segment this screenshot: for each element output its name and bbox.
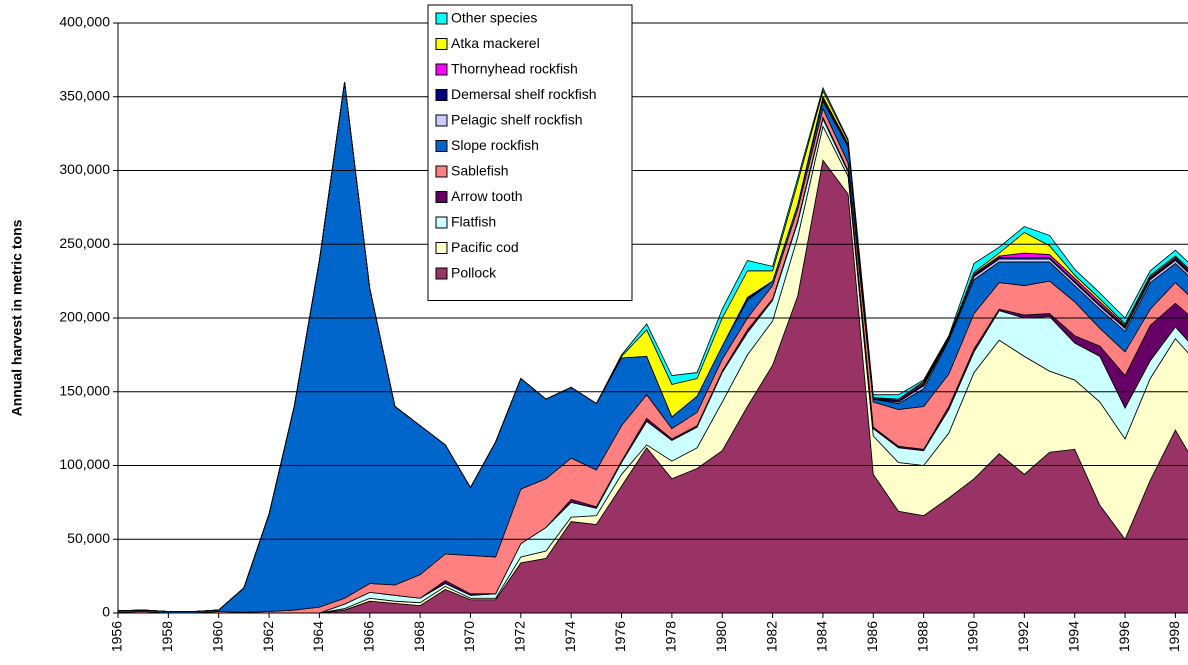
x-tick-label: 1992 [1015,621,1031,652]
legend-label: Slope rockfish [451,137,539,153]
y-tick-label: 300,000 [59,161,110,177]
y-tick-label: 200,000 [59,309,110,325]
legend-label: Sablefish [451,163,509,179]
x-tick-label: 1988 [914,621,930,652]
legend-box [427,4,633,301]
x-tick-label: 1960 [209,621,225,652]
legend-label: Pelagic shelf rockfish [451,112,583,128]
legend-swatch [435,63,448,76]
x-tick-label: 1968 [411,621,427,652]
x-tick-label: 1984 [814,621,830,652]
x-tick-label: 1982 [763,621,779,652]
legend-swatch [435,216,448,229]
legend: Other species Atka mackerel Thornyhead roc… [427,4,633,301]
x-tick-label: 1970 [461,621,477,652]
x-tick-label: 1990 [965,621,981,652]
legend-label: Arrow tooth [451,188,523,204]
x-tick-label: 1958 [159,621,175,652]
legend-label: Pollock [451,265,497,281]
y-tick-label: 100,000 [59,456,110,472]
legend-swatch [435,12,448,25]
legend-swatch [435,191,448,203]
axes: 0 50,000 100,000 150,000 200,000 250,000 300,0… [59,14,1188,652]
x-tick-label: 1986 [864,621,880,652]
x-tick-label: 1974 [562,621,578,652]
legend-swatch [435,89,448,101]
y-tick-label: 400,000 [59,14,110,30]
legend-label: Pacific cod [451,239,519,255]
legend-swatch [435,140,448,152]
x-tick-label: 1994 [1065,621,1081,652]
legend-label: Demersal shelf rockfish [451,86,597,102]
legend-swatch [435,114,448,127]
plot-area [118,81,1188,614]
legend-swatch [435,165,448,178]
x-tick-label: 1980 [713,621,729,652]
x-tick-label: 1962 [260,621,276,652]
x-tick-label: 1978 [663,621,679,652]
legend-label: Atka mackerel [451,35,540,51]
legend-swatch [435,242,448,254]
y-axis-label: Annual harvest in metric tons [9,219,25,416]
legend-swatch [435,267,448,280]
y-tick-label: 150,000 [59,382,110,398]
x-tick-label: 1996 [1116,621,1132,652]
y-tick-label: 350,000 [59,87,110,103]
x-tick-label: 1964 [310,621,326,652]
legend-label: Other species [451,10,537,26]
x-tick-label: 1972 [512,621,528,652]
area [118,81,1188,612]
legend-label: Flatfish [451,214,496,230]
y-tick-label: 250,000 [59,235,110,251]
x-tick-label: 1966 [360,621,376,652]
x-tick-label: 1976 [612,621,628,652]
legend-label: Thornyhead rockfish [451,61,578,77]
y-tick-label: 0 [102,604,110,620]
legend-swatch [435,38,448,50]
x-tick-label: 1956 [109,621,125,652]
x-tick-label: 1998 [1166,621,1182,652]
y-tick-label: 50,000 [67,530,110,546]
